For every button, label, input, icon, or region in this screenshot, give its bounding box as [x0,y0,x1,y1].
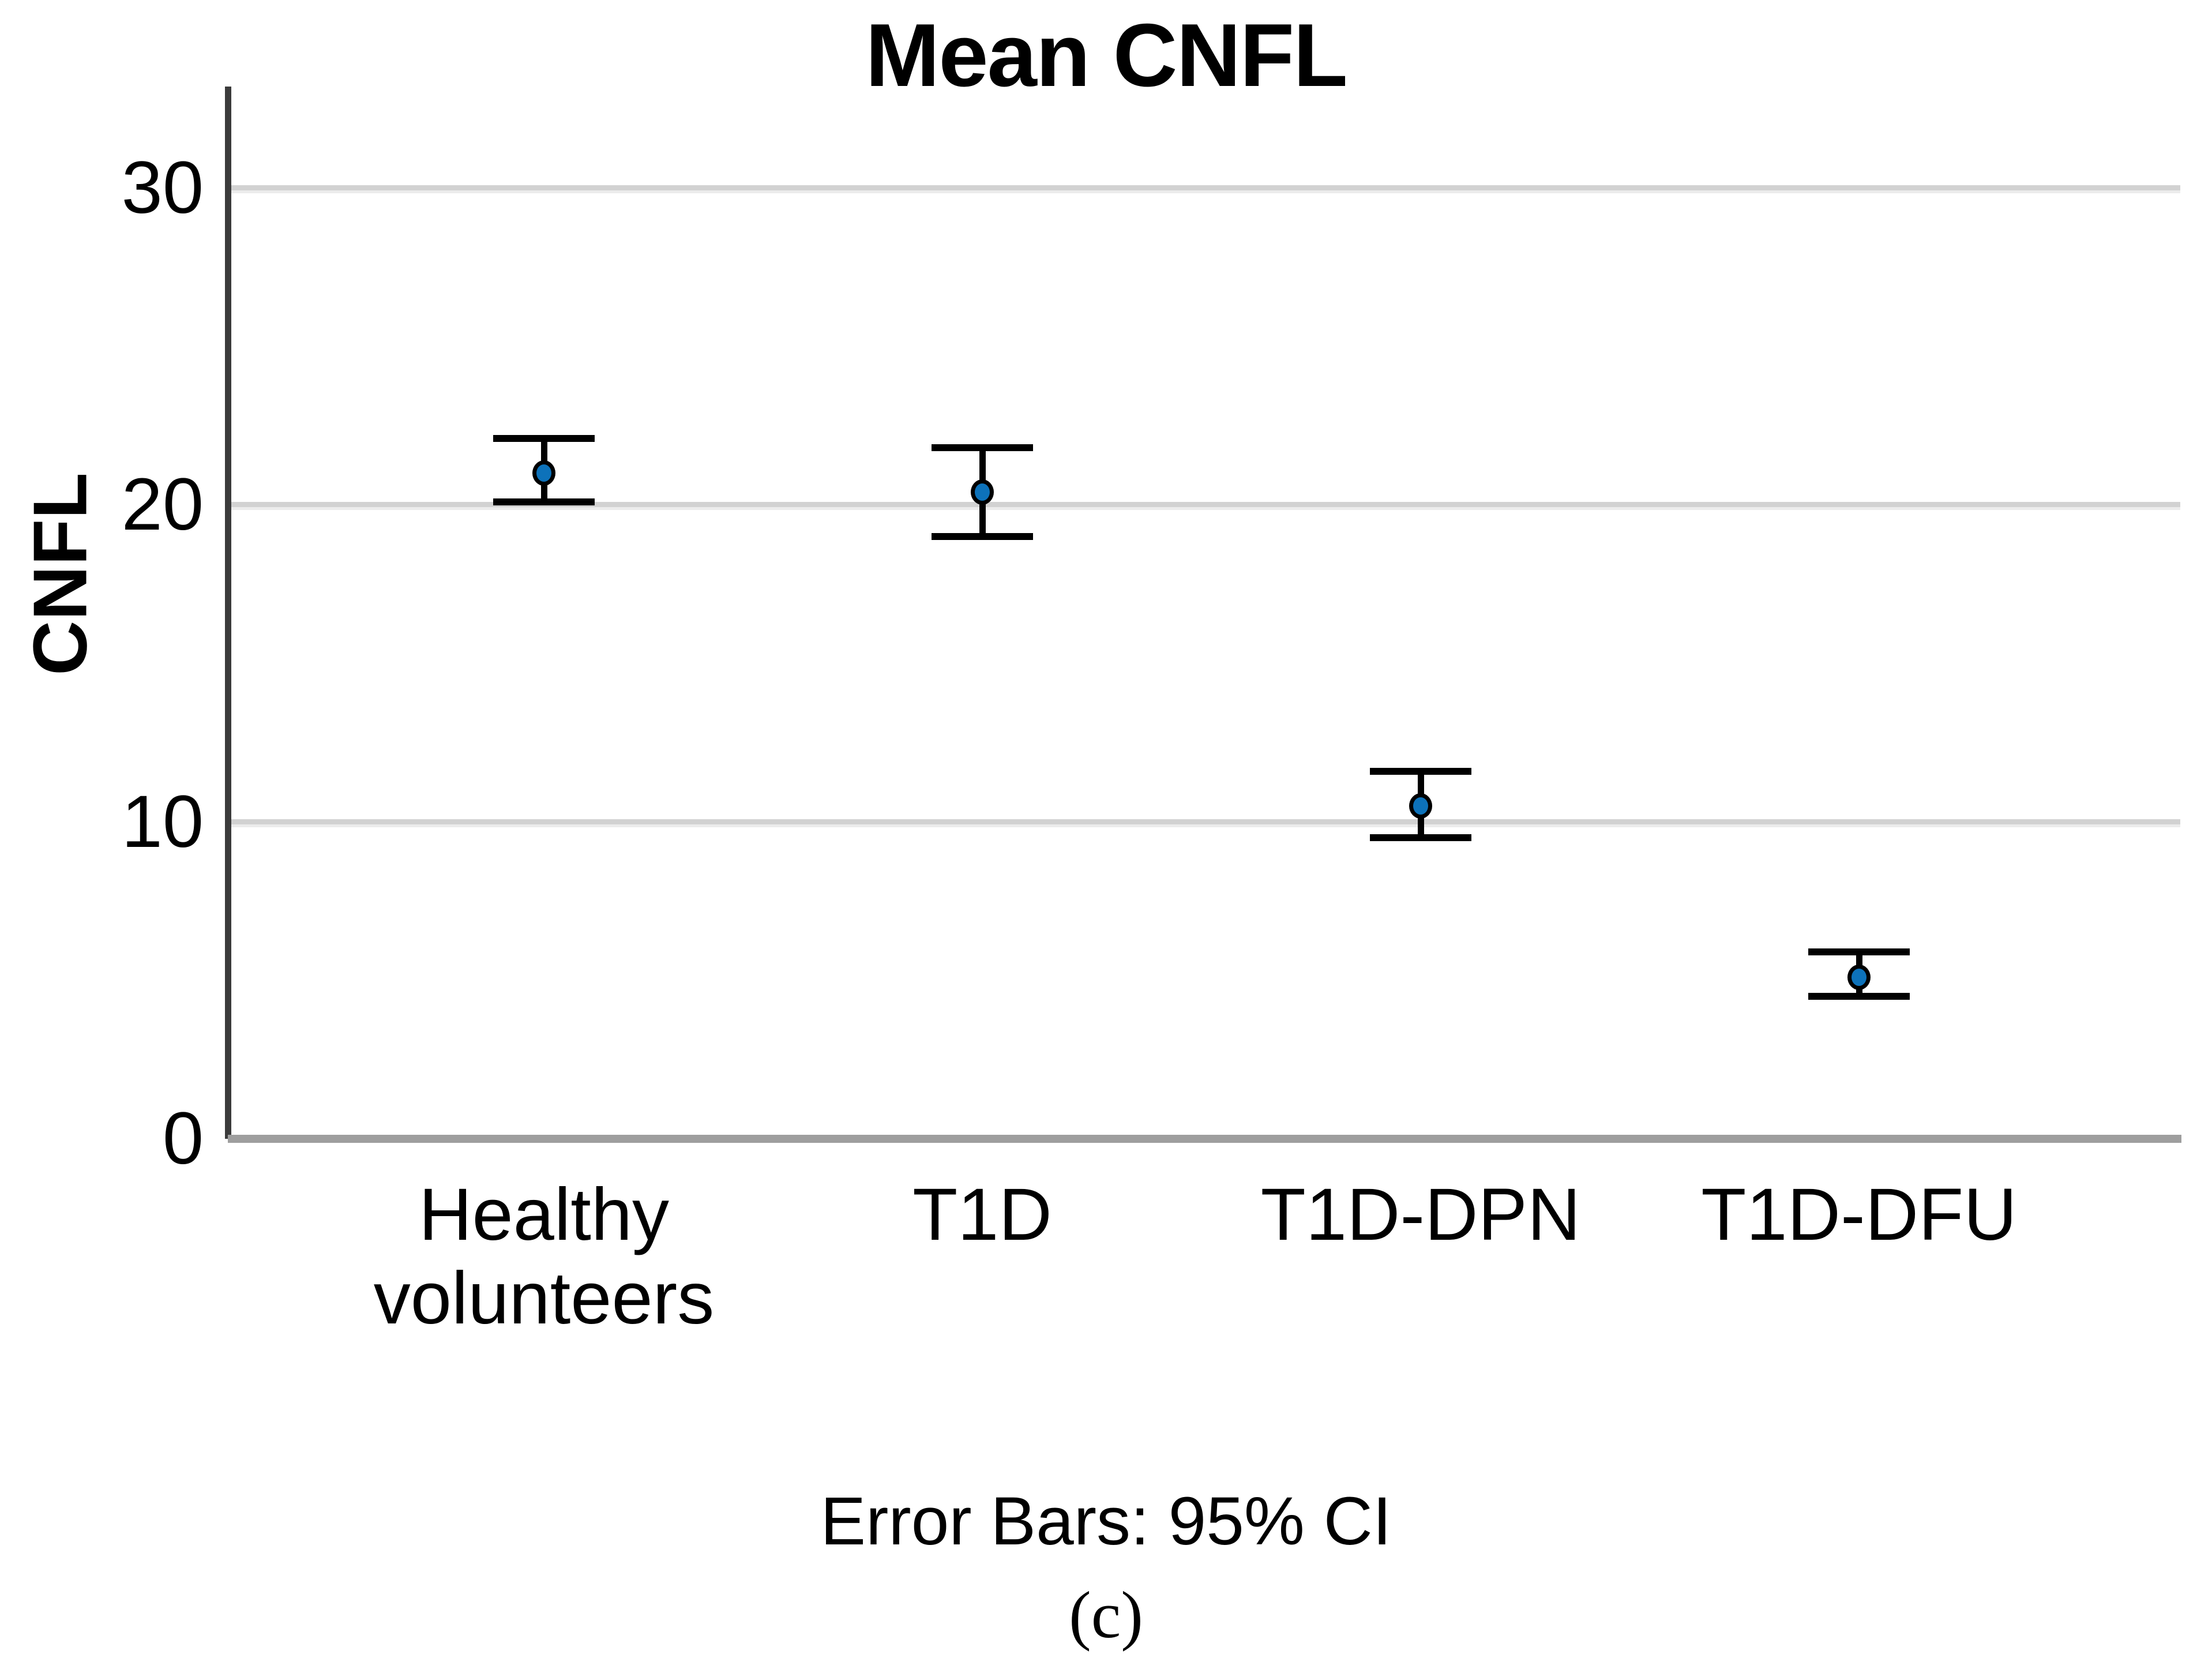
x-category-label-3: T1D-DPN [1260,1173,1581,1256]
error-bar-lower-cap-1 [493,498,595,505]
plot-area: 0 10 20 30 Healthy volunteers T1D T1D-DPN T1D-D… [122,87,2181,1340]
error-bar-upper-cap-3 [1370,767,1471,775]
error-bar-upper-cap-4 [1808,948,1910,955]
panel-label: (c) [1069,1578,1143,1652]
gridline-y-30 [231,185,2180,193]
gridline-y-20 [231,502,2180,511]
mean-point-marker-1 [532,460,555,486]
chart-title: Mean CNFL [865,5,1348,105]
error-bar-upper-cap-2 [932,444,1033,452]
y-tick-label-0: 0 [162,1097,204,1180]
x-axis-baseline [228,1135,2181,1143]
gridline-y-10 [231,819,2180,827]
error-bar-lower-cap-3 [1370,834,1471,842]
y-axis-line [225,87,231,1139]
x-category-label-2: T1D [912,1173,1052,1256]
x-category-label-4: T1D-DFU [1701,1173,2017,1256]
error-bar-upper-cap-1 [493,434,595,442]
error-bar-lower-cap-4 [1808,992,1910,1000]
error-bar-lower-cap-2 [932,533,1033,541]
y-tick-label-20: 20 [121,463,204,546]
mean-point-marker-2 [971,479,994,505]
error-bars-footnote: Error Bars: 95% CI [820,1483,1392,1559]
mean-point-marker-3 [1409,793,1432,819]
y-tick-label-30: 30 [121,146,204,229]
mean-point-marker-4 [1847,964,1871,990]
y-tick-label-10: 10 [121,780,204,863]
y-axis-label: CNFL [17,472,103,676]
x-category-label-1: Healthy volunteers [373,1173,715,1340]
